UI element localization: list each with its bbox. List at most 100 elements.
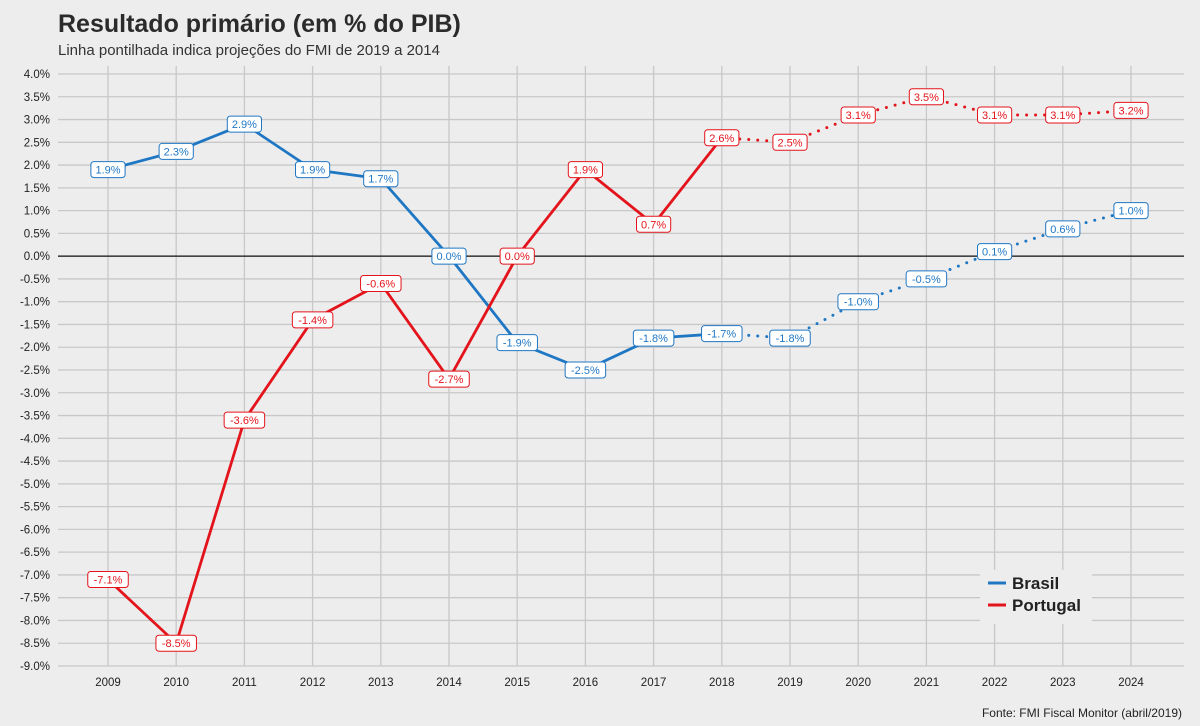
data-label: 0.7%: [641, 219, 666, 231]
y-tick-label: -7.5%: [20, 593, 50, 605]
data-label-box: [291, 311, 334, 329]
data-label: 3.2%: [1118, 105, 1143, 117]
data-label: 2.3%: [164, 146, 189, 158]
legend-label: Portugal: [1012, 596, 1081, 615]
x-tick-label: 2020: [845, 677, 871, 689]
x-tick-label: 2014: [436, 677, 462, 689]
y-tick-label: 3.5%: [24, 92, 50, 104]
y-tick-label: 3.0%: [24, 115, 50, 127]
data-label-box: [567, 161, 603, 179]
data-label: -1.9%: [503, 338, 532, 350]
data-label-box: [837, 293, 879, 311]
data-label-box: [428, 370, 470, 388]
data-label: 2.6%: [709, 133, 734, 145]
y-tick-label: -3.5%: [20, 411, 50, 423]
y-tick-label: -3.0%: [20, 388, 50, 400]
x-tick-label: 2023: [1050, 677, 1076, 689]
y-tick-label: -1.0%: [20, 297, 50, 309]
data-label: 1.9%: [300, 165, 325, 177]
y-tick-label: 1.0%: [24, 206, 50, 218]
data-label: 3.5%: [914, 92, 939, 104]
data-label: 1.9%: [95, 165, 120, 177]
data-label-box: [905, 270, 948, 288]
data-label: -1.0%: [844, 297, 873, 309]
data-label: 0.6%: [1050, 224, 1075, 236]
data-label: 2.5%: [777, 137, 802, 149]
data-label: 0.0%: [436, 251, 461, 263]
data-label: -7.1%: [94, 574, 123, 586]
y-tick-label: -7.0%: [20, 570, 50, 582]
data-label-box: [226, 115, 263, 133]
data-label: -1.8%: [639, 333, 668, 345]
data-label: 3.1%: [846, 110, 871, 122]
x-tick-label: 2013: [368, 677, 394, 689]
x-tick-label: 2015: [504, 677, 530, 689]
data-label-box: [1045, 106, 1081, 124]
x-tick-label: 2011: [232, 677, 257, 689]
data-label-box: [564, 361, 607, 379]
data-label: 1.0%: [1118, 206, 1143, 218]
data-label: 1.7%: [368, 174, 393, 186]
y-tick-label: -1.5%: [20, 319, 50, 331]
data-label: 0.0%: [505, 251, 530, 263]
y-tick-label: -5.0%: [20, 479, 50, 491]
data-label-box: [769, 329, 811, 347]
data-label-box: [908, 88, 944, 106]
data-label-box: [360, 274, 402, 292]
data-label-box: [158, 142, 194, 160]
x-tick-label: 2012: [300, 677, 326, 689]
data-label-box: [977, 243, 1013, 261]
data-label-box: [87, 570, 129, 588]
y-tick-label: -8.0%: [20, 615, 50, 627]
y-tick-label: -4.5%: [20, 456, 50, 468]
data-label: -1.7%: [707, 329, 736, 341]
y-tick-label: -9.0%: [20, 661, 50, 673]
y-tick-label: -4.0%: [20, 433, 50, 445]
chart-source: Fonte: FMI Fiscal Monitor (abril/2019): [981, 706, 1182, 720]
data-label: 1.9%: [573, 165, 598, 177]
y-tick-label: -2.0%: [20, 342, 50, 354]
data-label-box: [223, 411, 266, 429]
x-tick-label: 2019: [777, 677, 803, 689]
data-label-box: [496, 334, 538, 352]
legend-background: [980, 570, 1092, 624]
x-tick-label: 2016: [573, 677, 599, 689]
y-tick-label: -8.5%: [20, 638, 50, 650]
x-tick-label: 2022: [982, 677, 1008, 689]
data-label-box: [155, 634, 197, 652]
data-label-box: [1045, 220, 1081, 238]
data-label-box: [1113, 202, 1149, 220]
y-tick-label: -2.5%: [20, 365, 50, 377]
data-label: -2.7%: [435, 374, 464, 386]
data-label-box: [90, 161, 126, 179]
data-label: -1.4%: [298, 315, 327, 327]
y-tick-label: 4.0%: [24, 69, 50, 81]
data-label: 3.1%: [1050, 110, 1075, 122]
x-tick-label: 2024: [1118, 677, 1144, 689]
legend-label: Brasil: [1012, 574, 1059, 593]
data-label: 3.1%: [982, 110, 1007, 122]
data-label-box: [977, 106, 1013, 124]
y-tick-label: 0.5%: [24, 228, 50, 240]
data-label: -3.6%: [230, 415, 259, 427]
data-label-box: [499, 247, 535, 265]
data-label-box: [1113, 101, 1149, 119]
x-tick-label: 2017: [641, 677, 667, 689]
data-label: -1.8%: [776, 333, 805, 345]
data-label-box: [772, 133, 808, 151]
data-label: -8.5%: [162, 638, 191, 650]
y-tick-label: 2.0%: [24, 160, 50, 172]
data-label-box: [704, 129, 740, 147]
x-tick-label: 2021: [914, 677, 940, 689]
x-tick-label: 2010: [163, 677, 189, 689]
data-label: 2.9%: [232, 119, 257, 131]
x-tick-label: 2018: [709, 677, 735, 689]
data-label-box: [363, 170, 399, 188]
x-tick-label: 2009: [95, 677, 121, 689]
data-label: 0.1%: [982, 247, 1007, 259]
y-tick-label: -5.5%: [20, 502, 50, 514]
y-tick-label: -6.0%: [20, 524, 50, 536]
y-tick-label: -0.5%: [20, 274, 50, 286]
data-label: -2.5%: [571, 365, 600, 377]
